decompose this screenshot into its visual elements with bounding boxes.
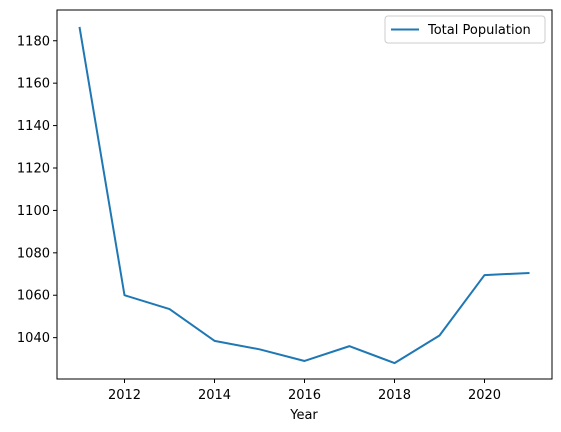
y-tick-label: 1160 xyxy=(17,77,50,92)
x-tick-label: 2016 xyxy=(288,388,321,403)
x-tick-label: 2014 xyxy=(198,388,231,403)
x-axis-label: Year xyxy=(289,408,318,423)
y-tick-label: 1060 xyxy=(17,289,50,304)
legend-box xyxy=(384,15,546,44)
series-line-total-population xyxy=(78,26,530,365)
y-tick-label: 1100 xyxy=(17,204,50,219)
legend: Total Population xyxy=(384,15,546,44)
x-axis-ticks: 2012 2014 2016 2018 2020 xyxy=(108,379,501,403)
x-tick-label: 2018 xyxy=(378,388,411,403)
y-tick-label: 1120 xyxy=(17,161,50,176)
y-tick-label: 1180 xyxy=(17,34,50,49)
legend-label-total-population: Total Population xyxy=(427,23,531,38)
y-tick-label: 1140 xyxy=(17,119,50,134)
plot-frame xyxy=(56,9,553,380)
y-tick-label: 1080 xyxy=(17,246,50,261)
x-tick-label: 2020 xyxy=(468,388,501,403)
y-axis-ticks: 1040 1060 1080 1100 1120 1140 1160 1180 xyxy=(17,34,57,346)
y-tick-label: 1040 xyxy=(17,331,50,346)
x-tick-label: 2012 xyxy=(108,388,141,403)
series-layer xyxy=(78,26,530,365)
